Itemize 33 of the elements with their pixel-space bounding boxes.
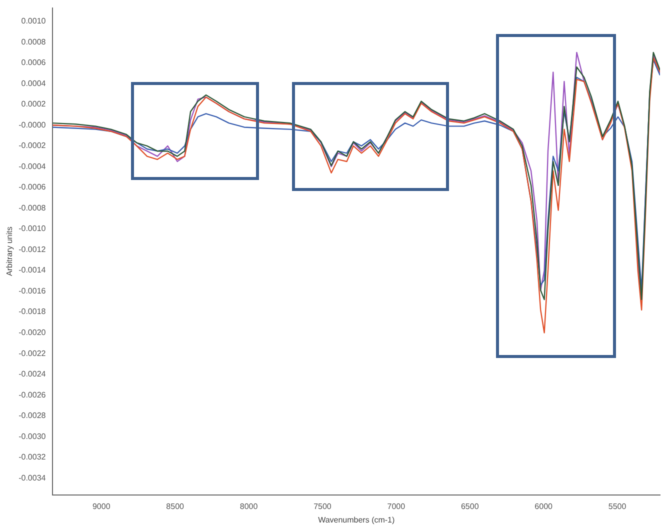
y-tick-label: -0.0014	[18, 266, 46, 275]
y-tick-label: 0.0010	[21, 16, 46, 26]
y-tick-label: -0.0006	[18, 182, 46, 192]
y-tick-label: 0.0008	[21, 37, 46, 46]
x-tick-label: 6000	[534, 502, 554, 511]
y-axis-title: Arbitrary units	[5, 226, 14, 276]
y-tick-label: -0.0026	[18, 390, 46, 400]
x-tick-label: 6500	[460, 502, 480, 511]
y-tick-label: -0.0008	[18, 203, 46, 212]
y-tick-label: -0.0018	[18, 307, 46, 316]
y-tick-label: -0.0030	[18, 432, 46, 441]
x-tick-label: 7500	[314, 502, 332, 511]
y-tick-label: -0.0016	[18, 286, 46, 296]
x-tick-label: 8000	[240, 502, 258, 511]
x-tick-label: 8500	[166, 502, 185, 511]
y-tick-label: -0.0002	[18, 141, 46, 150]
x-tick-label: 5500	[608, 502, 627, 511]
x-axis-title: Wavenumbers (cm-1)	[318, 515, 396, 524]
y-tick-label: -0.0020	[18, 328, 46, 338]
y-tick-label: -0.0034	[18, 473, 46, 482]
x-tick-label: 7000	[387, 502, 406, 511]
y-tick-label: -0.0032	[18, 452, 46, 462]
x-tick-label: 9000	[92, 502, 111, 511]
y-tick-label: 0.0004	[21, 78, 46, 88]
y-tick-label: -0.0022	[18, 348, 46, 358]
y-tick-label: 0.0006	[21, 58, 46, 68]
y-tick-label: -0.0012	[18, 244, 46, 254]
y-tick-label: -0.0028	[18, 411, 46, 420]
y-tick-label: -0.0004	[18, 162, 46, 171]
y-tick-label: 0.0002	[21, 100, 46, 109]
y-tick-label: -0.0010	[18, 224, 46, 234]
y-tick-label: -0.0024	[18, 370, 46, 379]
y-tick-label: -0.0000	[18, 120, 46, 130]
